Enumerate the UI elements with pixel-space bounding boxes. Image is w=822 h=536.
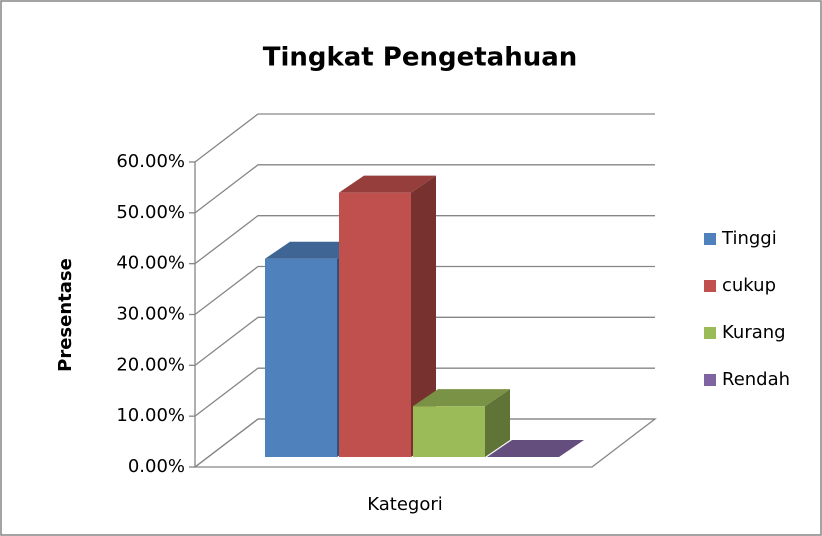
y-tick-label: 30.00% <box>116 304 185 325</box>
grid-line <box>194 316 655 366</box>
bar-top <box>487 440 584 457</box>
x-tick-label: Kategori <box>367 494 443 515</box>
grid-line <box>194 367 655 417</box>
bar-side <box>411 175 436 457</box>
bar-top <box>265 241 362 259</box>
y-tick-label: 0.00% <box>128 456 185 477</box>
legend-label: Kurang <box>722 322 786 343</box>
legend-swatch <box>704 280 716 292</box>
bar-side <box>485 389 510 457</box>
legend-swatch <box>704 327 716 339</box>
grid-line <box>194 113 655 163</box>
legend-label: Rendah <box>722 369 790 390</box>
legend-label: Tinggi <box>721 228 777 249</box>
y-tick-label: 50.00% <box>116 202 185 223</box>
bar <box>413 406 485 457</box>
legend-label: cukup <box>722 275 776 296</box>
grid-line <box>194 164 655 214</box>
y-tick-label: 20.00% <box>116 354 185 375</box>
legend-swatch <box>704 233 716 245</box>
grid-line <box>194 418 655 468</box>
y-tick-label: 60.00% <box>116 151 185 172</box>
bar-top <box>339 175 436 193</box>
grid-line <box>194 215 655 265</box>
y-axis-label: Presentase <box>55 258 76 372</box>
chart-title: Tingkat Pengetahuan <box>263 43 578 73</box>
bar <box>339 192 411 457</box>
grid-line <box>194 265 655 316</box>
legend-swatch <box>704 374 716 386</box>
y-tick-label: 40.00% <box>116 253 185 274</box>
bar <box>265 258 337 457</box>
bar-top <box>413 389 510 407</box>
y-tick-label: 10.00% <box>116 405 185 426</box>
